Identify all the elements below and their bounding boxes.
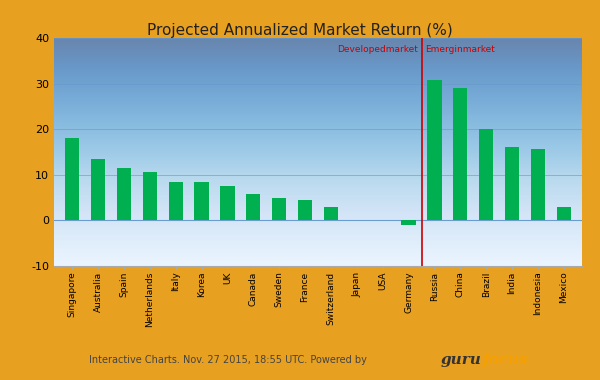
- Bar: [479, 129, 493, 220]
- Bar: [91, 159, 105, 220]
- Bar: [143, 172, 157, 220]
- Bar: [324, 207, 338, 220]
- Text: Interactive Charts. Nov. 27 2015, 18:55 UTC. Powered by: Interactive Charts. Nov. 27 2015, 18:55 …: [89, 355, 367, 365]
- Bar: [65, 138, 79, 220]
- Bar: [117, 168, 131, 220]
- Bar: [272, 198, 286, 220]
- Text: guru: guru: [441, 353, 482, 367]
- Text: focus: focus: [483, 353, 529, 367]
- Bar: [427, 81, 442, 220]
- Bar: [298, 200, 312, 220]
- Bar: [246, 195, 260, 220]
- Bar: [194, 182, 209, 220]
- Bar: [505, 147, 519, 220]
- Bar: [557, 207, 571, 220]
- Text: Developedmarket: Developedmarket: [337, 45, 418, 54]
- Bar: [169, 182, 183, 220]
- Bar: [531, 149, 545, 220]
- Bar: [220, 186, 235, 220]
- Text: Projected Annualized Market Return (%): Projected Annualized Market Return (%): [147, 23, 453, 38]
- Text: Emerginmarket: Emerginmarket: [425, 45, 495, 54]
- Bar: [453, 88, 467, 220]
- Bar: [401, 220, 416, 225]
